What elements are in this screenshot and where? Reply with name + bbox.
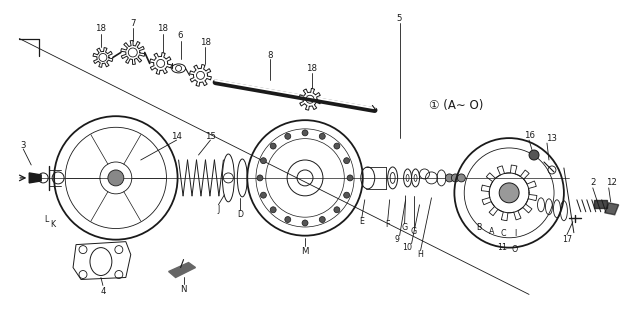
Polygon shape xyxy=(594,200,607,208)
Text: 15: 15 xyxy=(205,132,216,140)
Circle shape xyxy=(108,170,124,186)
Text: 4: 4 xyxy=(100,287,106,296)
Text: 5: 5 xyxy=(397,14,402,23)
Polygon shape xyxy=(169,262,196,277)
Circle shape xyxy=(347,175,353,181)
Polygon shape xyxy=(29,173,41,183)
Text: 18: 18 xyxy=(307,64,318,73)
Text: 17: 17 xyxy=(562,235,572,244)
Text: N: N xyxy=(180,285,187,294)
Text: 3: 3 xyxy=(21,140,26,149)
Circle shape xyxy=(260,158,267,164)
Circle shape xyxy=(334,207,340,213)
Text: 18: 18 xyxy=(157,24,168,33)
Text: C: C xyxy=(500,229,506,238)
Circle shape xyxy=(344,192,350,198)
Text: 7: 7 xyxy=(130,19,136,28)
Text: 18: 18 xyxy=(200,38,211,47)
Text: B: B xyxy=(477,223,482,232)
Text: L: L xyxy=(44,215,49,224)
Circle shape xyxy=(285,133,291,139)
Circle shape xyxy=(334,143,340,149)
Circle shape xyxy=(302,130,308,136)
Text: H: H xyxy=(417,250,424,259)
Text: M: M xyxy=(302,247,309,256)
Circle shape xyxy=(344,158,350,164)
Text: D: D xyxy=(237,210,244,219)
Circle shape xyxy=(270,143,276,149)
Text: 14: 14 xyxy=(171,132,182,140)
Circle shape xyxy=(445,174,454,182)
Text: I: I xyxy=(514,229,516,238)
Circle shape xyxy=(499,183,519,203)
Circle shape xyxy=(529,150,539,160)
Text: O: O xyxy=(512,245,518,254)
Polygon shape xyxy=(605,203,619,215)
Text: K: K xyxy=(50,220,55,229)
Circle shape xyxy=(260,192,267,198)
Text: 16: 16 xyxy=(523,131,535,140)
Circle shape xyxy=(319,217,325,222)
Text: G: G xyxy=(402,223,407,232)
Text: A: A xyxy=(488,227,494,236)
Circle shape xyxy=(285,217,291,222)
Circle shape xyxy=(302,220,308,226)
Text: 12: 12 xyxy=(606,179,617,188)
Text: 11: 11 xyxy=(497,243,507,252)
Text: 8: 8 xyxy=(267,51,273,60)
Text: 18: 18 xyxy=(95,24,107,33)
Text: 6: 6 xyxy=(178,31,183,40)
Circle shape xyxy=(452,174,459,182)
Text: 2: 2 xyxy=(590,179,596,188)
Text: ① (A∼ O): ① (A∼ O) xyxy=(429,99,484,112)
Circle shape xyxy=(319,133,325,139)
Text: 9: 9 xyxy=(394,235,399,244)
Text: E: E xyxy=(359,217,364,226)
Circle shape xyxy=(457,174,465,182)
Text: 13: 13 xyxy=(546,133,558,143)
Text: 10: 10 xyxy=(402,243,412,252)
Text: J: J xyxy=(217,205,219,214)
Text: G: G xyxy=(411,227,417,236)
Text: F: F xyxy=(386,220,390,229)
Circle shape xyxy=(257,175,263,181)
Circle shape xyxy=(270,207,276,213)
